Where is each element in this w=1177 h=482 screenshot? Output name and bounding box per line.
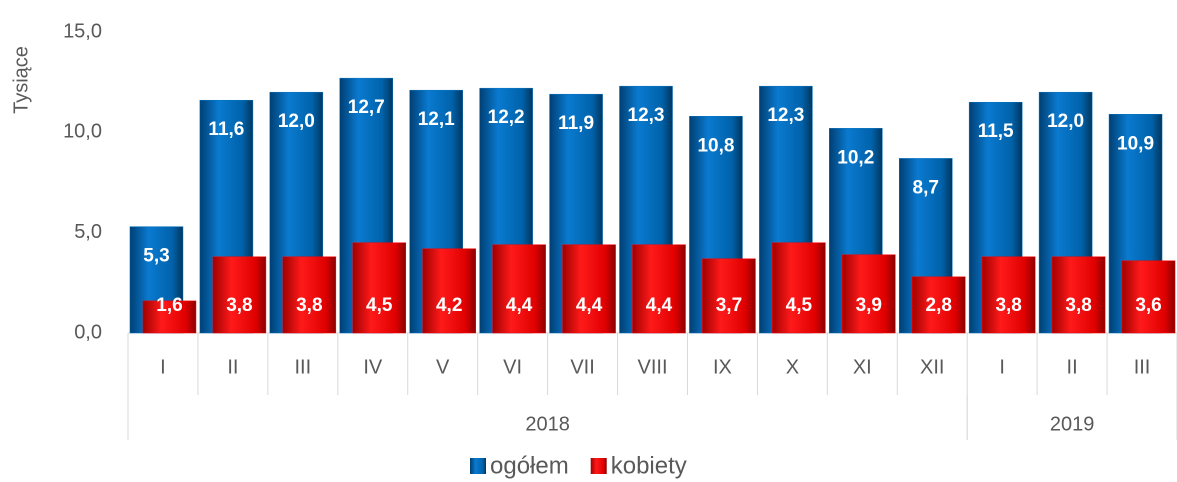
value-label: 12,2 [488, 107, 525, 128]
x-tick-label: VI [503, 356, 522, 378]
y-tick-label: 10,0 [63, 121, 102, 143]
x-tick-label: II [1067, 356, 1078, 378]
x-tick-label: V [436, 356, 450, 378]
value-label: 12,7 [348, 97, 385, 118]
x-tick-label: VII [570, 356, 594, 378]
value-label: 4,4 [646, 295, 673, 316]
bar [282, 256, 337, 334]
bar [352, 242, 407, 334]
value-label: 11,9 [558, 113, 594, 134]
value-label: 10,8 [697, 135, 734, 156]
bar [632, 244, 686, 334]
y-tick-label: 0,0 [74, 321, 102, 343]
value-label: 3,6 [1135, 295, 1161, 316]
group-label: 2019 [1050, 413, 1095, 435]
legend-swatch [590, 458, 607, 474]
value-label: 11,6 [208, 119, 244, 140]
y-axis-label: Tysiące [10, 46, 32, 114]
legend-label: kobiety [611, 452, 687, 479]
value-label: 4,5 [786, 295, 813, 316]
bar [1051, 256, 1106, 334]
x-tick-label: IV [363, 356, 383, 378]
value-label: 3,8 [296, 295, 322, 316]
x-tick-label: III [1134, 356, 1151, 378]
value-label: 4,4 [506, 295, 533, 316]
value-label: 11,5 [978, 121, 1014, 142]
value-label: 1,6 [156, 295, 182, 316]
bar [212, 256, 267, 334]
value-label: 12,3 [767, 105, 804, 126]
value-label: 4,4 [576, 295, 603, 316]
value-label: 12,0 [1047, 111, 1084, 132]
value-label: 4,5 [366, 295, 393, 316]
value-label: 12,3 [628, 105, 665, 126]
bar [492, 244, 546, 334]
x-tick-label: IX [713, 356, 732, 378]
x-tick-label: VIII [637, 356, 667, 378]
value-label: 3,8 [995, 295, 1021, 316]
value-label: 3,7 [716, 295, 742, 316]
y-tick-label: 15,0 [63, 20, 102, 42]
legend-swatch [470, 458, 486, 474]
value-label: 2,8 [926, 295, 952, 316]
value-label: 3,8 [226, 295, 252, 316]
x-tick-label: XII [920, 356, 944, 378]
legend-label: ogółem [490, 452, 569, 479]
value-label: 3,8 [1065, 295, 1091, 316]
value-label: 5,3 [143, 246, 169, 267]
group-label: 2018 [525, 413, 570, 435]
x-tick-label: III [294, 356, 311, 378]
bar [422, 248, 476, 334]
x-tick-label: II [227, 356, 238, 378]
value-label: 12,0 [278, 111, 315, 132]
bar [842, 254, 896, 334]
value-label: 10,2 [837, 147, 874, 168]
bar [702, 258, 756, 334]
value-label: 8,7 [913, 177, 939, 198]
x-tick-label: XI [853, 356, 872, 378]
y-tick-label: 5,0 [74, 221, 102, 243]
x-tick-label: X [786, 356, 799, 378]
x-tick-label: I [160, 356, 166, 378]
bar [562, 244, 616, 334]
bar [1121, 260, 1176, 334]
value-label: 4,2 [436, 295, 462, 316]
value-label: 12,1 [418, 109, 455, 130]
bar [142, 300, 197, 334]
bar [911, 276, 966, 334]
bar [772, 242, 826, 334]
x-tick-label: I [999, 356, 1005, 378]
value-label: 3,9 [856, 295, 882, 316]
value-label: 10,9 [1117, 133, 1154, 154]
bar [981, 256, 1036, 334]
